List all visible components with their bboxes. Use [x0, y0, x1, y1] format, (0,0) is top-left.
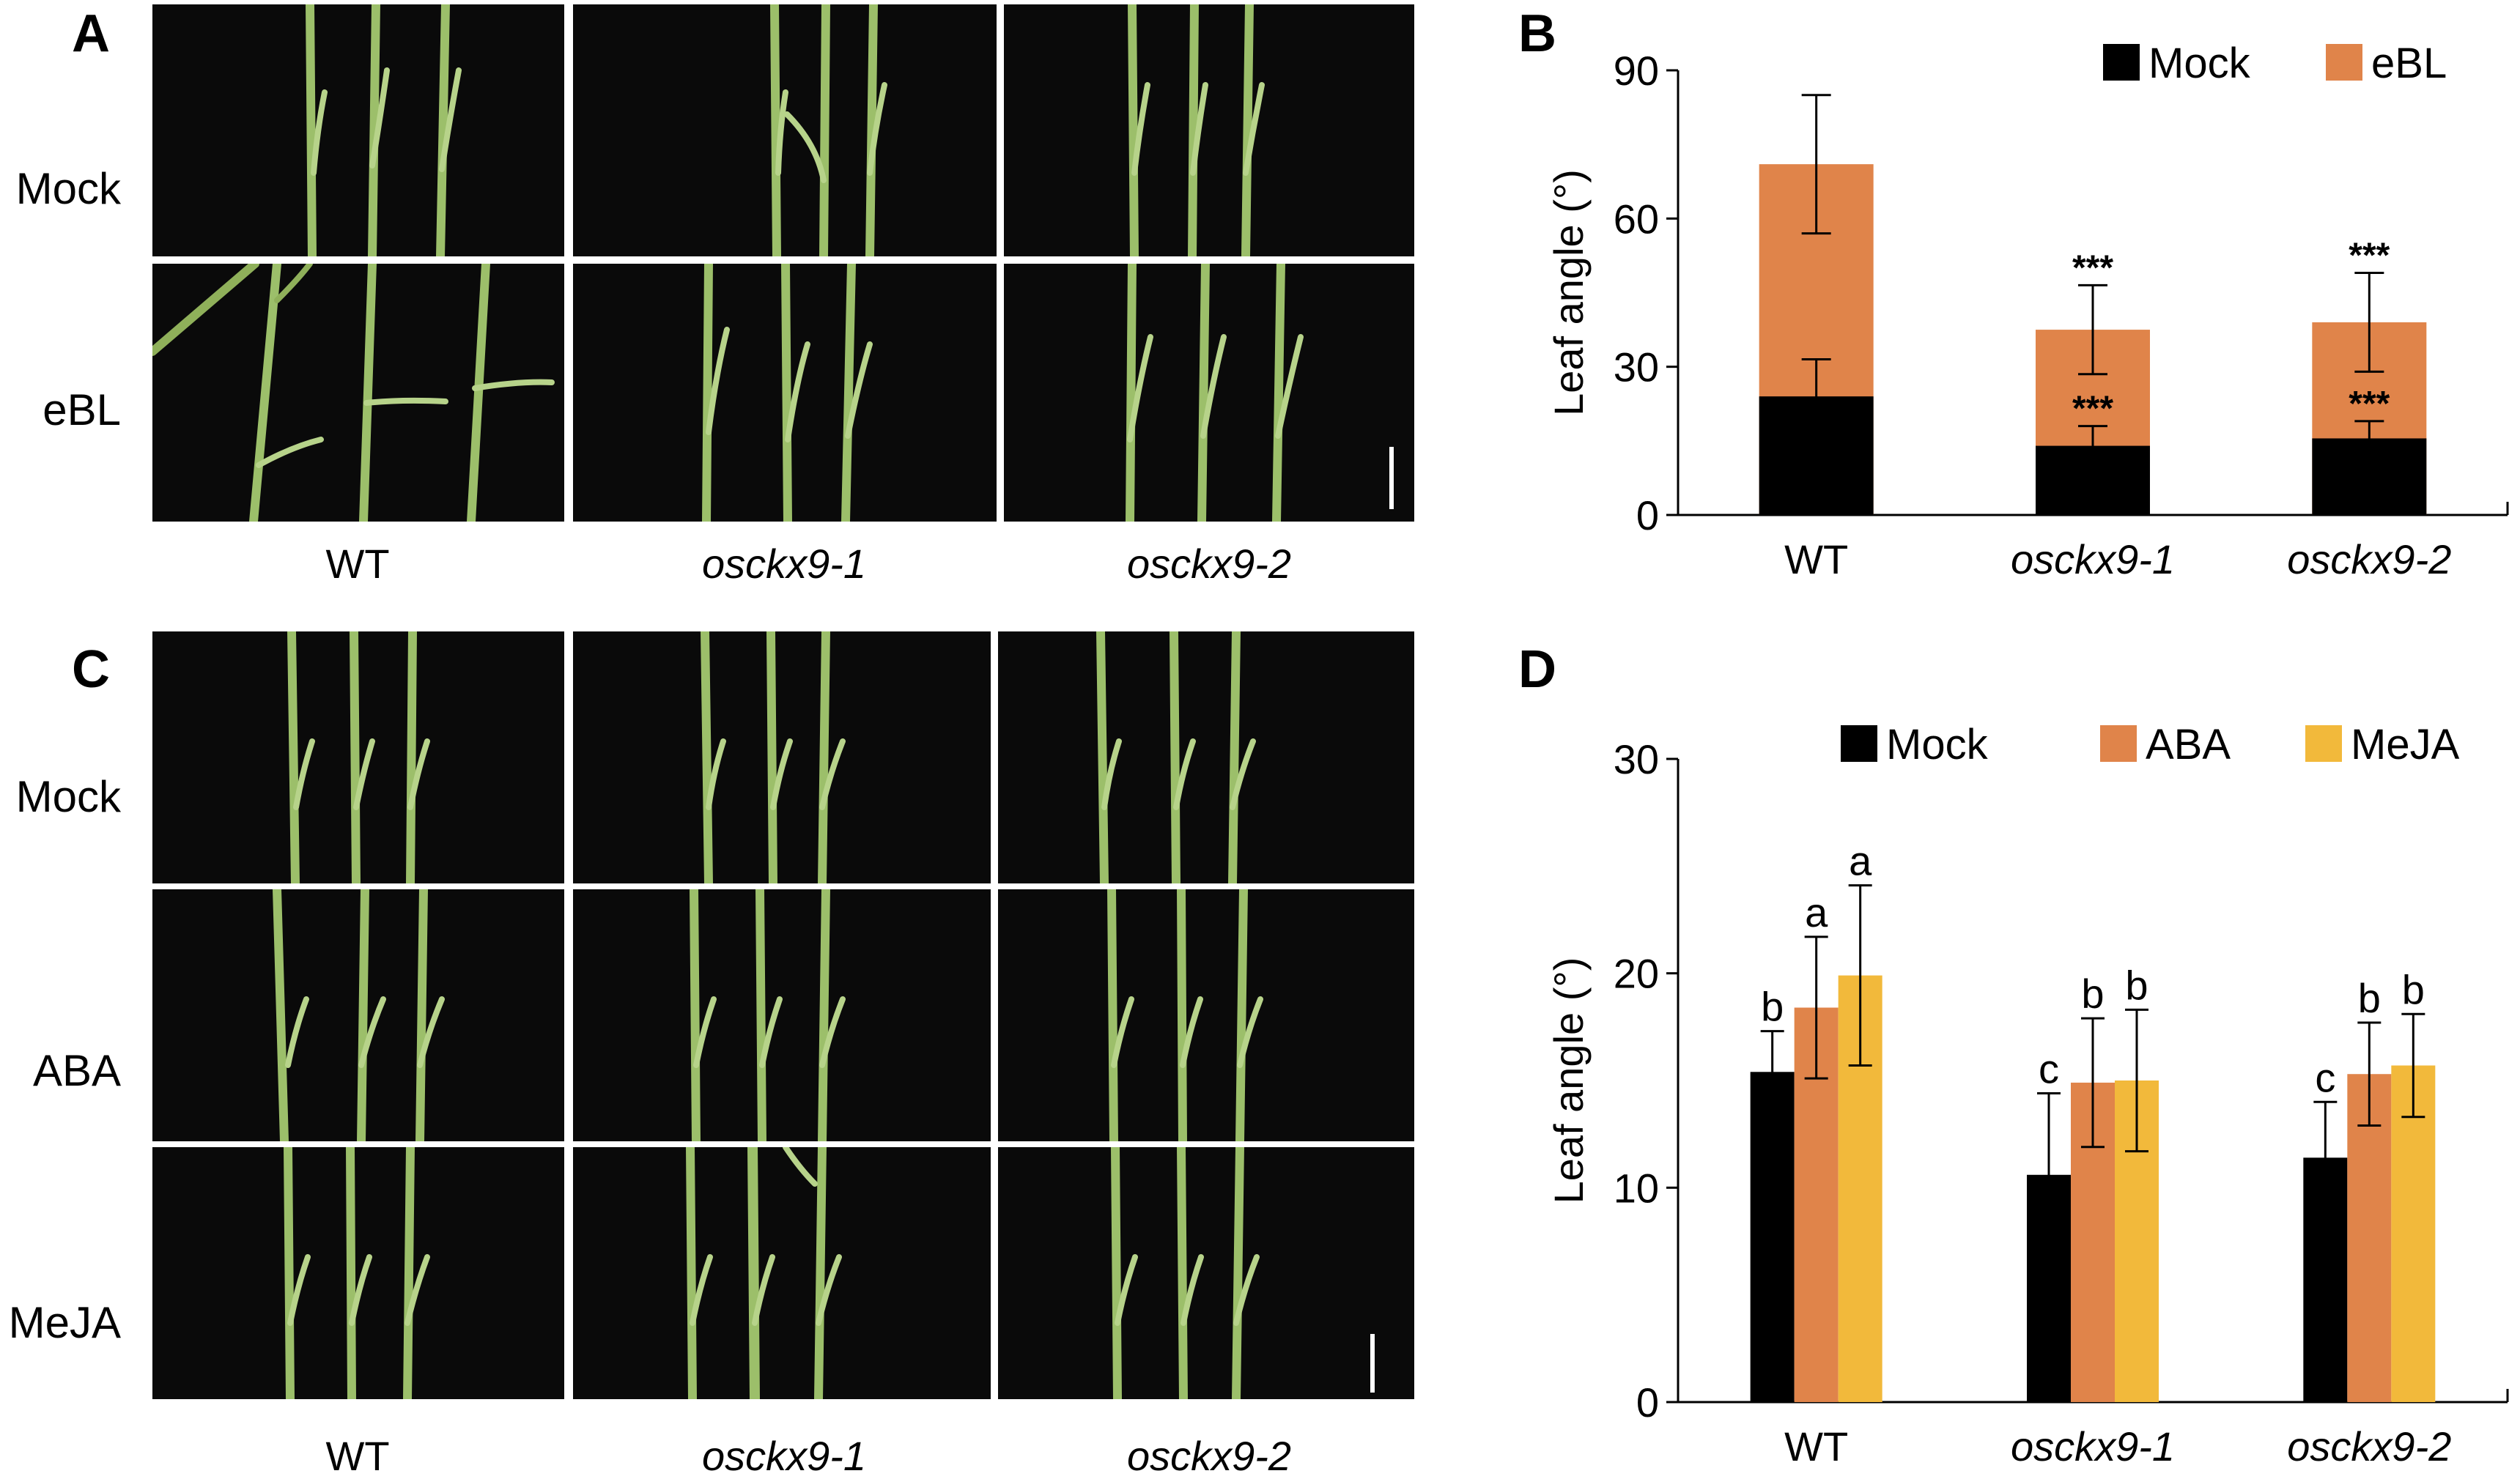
col-label-osckx9-2-c: osckx9-2 — [1126, 1433, 1292, 1479]
photo-c-meja-osckx9-2 — [998, 1147, 1414, 1399]
y-tick-label: 0 — [1636, 492, 1659, 538]
error-bar — [2078, 283, 2107, 376]
significance-label: *** — [2072, 390, 2113, 429]
x-tick-label: osckx9-2 — [2287, 1423, 2451, 1469]
legend-label-mock: Mock — [2148, 40, 2251, 87]
error-bar — [2401, 1012, 2425, 1119]
col-label-osckx9-2-a: osckx9-2 — [1126, 541, 1292, 587]
letter-label: b — [2081, 971, 2104, 1017]
photo-a-ebl-osckx9-2 — [1004, 264, 1414, 522]
error-bar — [2357, 1021, 2382, 1127]
col-label-wt-a: WT — [325, 541, 390, 587]
x-tick-label: WT — [1784, 1423, 1848, 1469]
letter-label: c — [2315, 1054, 2335, 1100]
y-tick-label: 30 — [1614, 344, 1659, 390]
photo-a-mock-osckx9-1 — [573, 4, 997, 256]
y-tick-label: 90 — [1614, 48, 1659, 94]
legend-label-mock: Mock — [1886, 721, 1989, 768]
significance-label: *** — [2349, 385, 2390, 423]
error-bar — [1848, 884, 1872, 1067]
legend-swatch-ebl — [2326, 44, 2362, 81]
panel-letter-d: D — [1518, 640, 1556, 699]
error-bar — [1801, 94, 1831, 235]
row-label-mock-a: Mock — [15, 164, 121, 213]
x-tick-label: osckx9-2 — [2287, 536, 2451, 582]
y-axis-label: Leaf angle (°) — [1545, 169, 1592, 416]
error-bar — [2037, 1092, 2061, 1258]
legend-swatch-mock — [2103, 44, 2140, 81]
photo-c-mock-wt — [152, 631, 564, 883]
col-label-wt-c: WT — [325, 1433, 390, 1479]
photo-c-mock-osckx9-1 — [573, 631, 991, 883]
significance-label: *** — [2072, 248, 2113, 287]
error-bar — [1760, 1030, 1784, 1114]
col-label-osckx9-1-c: osckx9-1 — [701, 1433, 867, 1479]
chart-d: 0 10 20 30 Leaf angle (°) WT osckx9-1 osckx9-2 b… — [1545, 721, 2509, 1469]
y-tick-label: 20 — [1614, 951, 1659, 997]
error-bar — [2354, 272, 2384, 373]
error-bar — [2078, 425, 2107, 467]
panel-letter-b: B — [1518, 4, 1556, 63]
letter-label: a — [1805, 889, 1828, 935]
chart-b: 0 30 60 90 Leaf angle (°) WT osckx9-1 osckx9-2 *… — [1545, 40, 2509, 582]
y-axis-label: Leaf angle (°) — [1545, 957, 1592, 1204]
panel-letter-c: C — [72, 640, 110, 699]
panel-letter-a: A — [72, 4, 110, 63]
letter-label: a — [1849, 838, 1872, 884]
bar-mock — [1750, 1072, 1795, 1402]
photo-a-mock-osckx9-2 — [1004, 4, 1414, 256]
y-tick-label: 0 — [1636, 1379, 1659, 1426]
legend-label-ebl: eBL — [2371, 40, 2447, 87]
letter-label: b — [2402, 966, 2425, 1012]
y-tick-label: 10 — [1614, 1165, 1659, 1211]
legend-swatch-meja — [2305, 725, 2342, 762]
error-bar — [2125, 1008, 2148, 1153]
x-tick-label: osckx9-1 — [2011, 1423, 2175, 1469]
photo-a-mock-wt — [152, 4, 564, 256]
row-label-aba-c: ABA — [32, 1046, 121, 1095]
row-label-ebl-a: eBL — [43, 385, 121, 434]
photo-c-aba-osckx9-1 — [573, 889, 991, 1141]
letter-label: b — [1761, 984, 1784, 1030]
significance-label: *** — [2349, 237, 2390, 275]
row-label-meja-c: MeJA — [8, 1298, 121, 1347]
legend-swatch-aba — [2100, 725, 2137, 762]
legend-swatch-mock — [1841, 725, 1877, 762]
letter-label: b — [2125, 962, 2148, 1008]
letter-label: c — [2039, 1046, 2059, 1092]
photo-c-aba-osckx9-2 — [998, 889, 1414, 1141]
photo-c-mock-osckx9-2 — [998, 631, 1414, 883]
y-tick-label: 60 — [1614, 196, 1659, 242]
photo-c-aba-wt — [152, 889, 564, 1141]
legend-label-meja: MeJA — [2351, 721, 2460, 768]
letter-label: b — [2358, 975, 2381, 1021]
y-tick-label: 30 — [1614, 736, 1659, 782]
bar-meja — [2391, 1065, 2436, 1402]
col-label-osckx9-1-a: osckx9-1 — [701, 541, 867, 587]
photo-c-meja-wt — [152, 1147, 564, 1399]
error-bar — [1801, 358, 1831, 435]
photo-a-ebl-osckx9-1 — [573, 264, 997, 522]
bar-aba — [2347, 1074, 2392, 1402]
legend-label-aba: ABA — [2146, 721, 2231, 768]
error-bar — [1804, 935, 1828, 1080]
row-label-mock-c: Mock — [15, 772, 121, 821]
x-tick-label: osckx9-1 — [2011, 536, 2175, 582]
error-bar — [2081, 1017, 2105, 1149]
error-bar — [2354, 420, 2384, 457]
photo-c-meja-osckx9-1 — [573, 1147, 991, 1399]
error-bar — [2313, 1100, 2338, 1215]
photo-a-ebl-wt — [152, 264, 564, 522]
x-tick-label: WT — [1784, 536, 1848, 582]
